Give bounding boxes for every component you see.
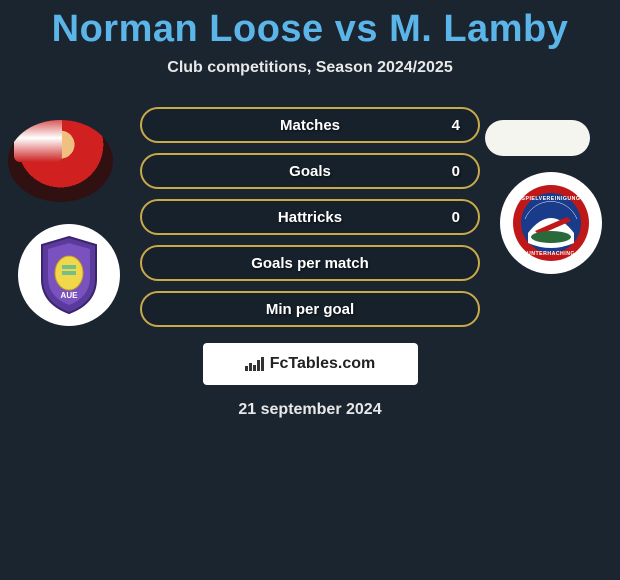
stat-label: Goals [289,163,331,180]
subtitle: Club competitions, Season 2024/2025 [0,59,620,77]
stat-value: 4 [452,117,460,134]
stat-row-goals: Goals 0 [140,153,480,189]
stat-row-hattricks: Hattricks 0 [140,199,480,235]
stat-label: Min per goal [266,301,354,318]
date-label: 21 september 2024 [0,401,620,419]
stat-value: 0 [452,163,460,180]
page-title: Norman Loose vs M. Lamby [0,0,620,51]
stat-label: Matches [280,117,340,134]
stat-row-min-per-goal: Min per goal [140,291,480,327]
stat-row-matches: Matches 4 [140,107,480,143]
stats-container: Matches 4 Goals 0 Hattricks 0 Goals per … [0,107,620,327]
fctables-label: FcTables.com [270,355,376,373]
stat-label: Hattricks [278,209,342,226]
fctables-watermark: FcTables.com [203,343,418,385]
stat-value: 0 [452,209,460,226]
stat-row-goals-per-match: Goals per match [140,245,480,281]
stat-label: Goals per match [251,255,369,272]
bar-chart-icon [245,357,264,371]
